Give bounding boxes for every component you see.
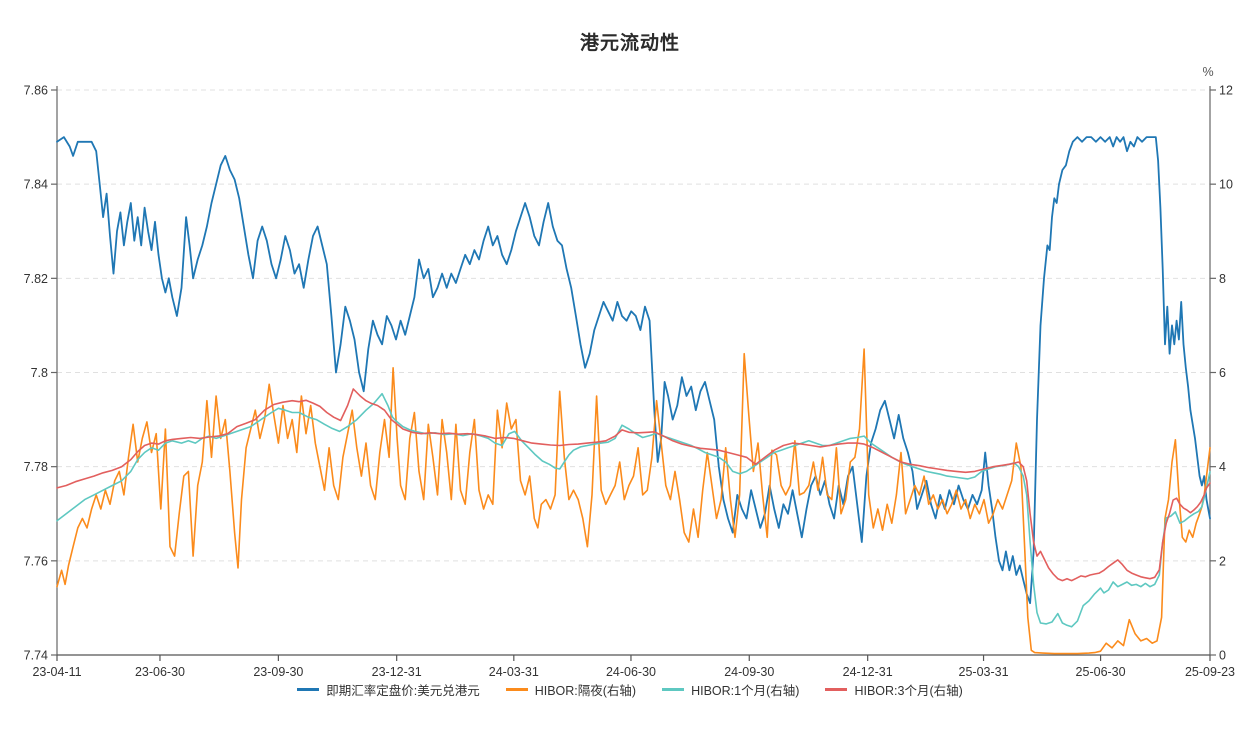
x-tick-label: 23-09-30 (253, 665, 303, 679)
y-tick-label-left: 7.84 (24, 178, 48, 192)
y-tick-label-left: 7.78 (24, 460, 48, 474)
y-tick-label-right: 12 (1219, 84, 1233, 98)
y-tick-label-right: 6 (1219, 366, 1226, 380)
x-tick-label: 23-04-11 (32, 665, 81, 679)
legend-line-swatch (662, 688, 685, 691)
x-tick-label: 25-06-30 (1076, 665, 1126, 679)
series-line (56, 388, 1211, 582)
y-tick-label-left: 7.74 (24, 649, 48, 663)
chart-title: 港元流动性 (579, 33, 680, 54)
x-tick-label: 24-09-30 (724, 665, 774, 679)
legend-item: HIBOR:1个月(右轴) (662, 680, 799, 699)
legend-label: HIBOR:1个月(右轴) (691, 684, 800, 698)
x-tick-label: 25-09-23 (1185, 665, 1235, 679)
y-tick-label-left: 7.82 (24, 272, 48, 286)
y-tick-label-left: 7.8 (31, 366, 48, 380)
legend-item: HIBOR:隔夜(右轴) (505, 680, 637, 699)
series-line (56, 348, 1211, 655)
x-tick-label: 23-12-31 (372, 665, 422, 679)
y-tick-label-right: 2 (1219, 554, 1226, 568)
y-tick-label-right: 4 (1219, 460, 1226, 474)
legend-line-swatch (825, 688, 848, 691)
legend-item: 即期汇率定盘价:美元兑港元 (297, 680, 480, 699)
x-tick-label: 24-06-30 (606, 665, 656, 679)
y-tick-label-left: 7.76 (24, 554, 48, 568)
x-tick-label: 24-03-31 (489, 665, 539, 679)
y-tick-label-right: 10 (1219, 178, 1233, 192)
y-tick-label-left: 7.86 (24, 84, 48, 98)
series-line (56, 136, 1211, 605)
chart-legend: 即期汇率定盘价:美元兑港元 HIBOR:隔夜(右轴) HIBOR:1个月(右轴) HI… (0, 680, 1260, 699)
x-tick-label: 23-06-30 (135, 665, 185, 679)
x-tick-label: 25-03-31 (959, 665, 1009, 679)
y-tick-label-right: 8 (1219, 272, 1226, 286)
legend-line-swatch (505, 688, 528, 691)
legend-item: HIBOR:3个月(右轴) (825, 680, 963, 699)
legend-label: HIBOR:隔夜(右轴) (534, 684, 637, 698)
x-tick-label: 24-12-31 (843, 665, 893, 679)
series-line (56, 392, 1211, 628)
y-tick-label-right: 0 (1219, 649, 1226, 663)
legend-label: 即期汇率定盘价:美元兑港元 (326, 684, 480, 698)
legend-label: HIBOR:3个月(右轴) (854, 684, 963, 698)
right-axis-unit-label: % (1202, 65, 1213, 79)
legend-line-swatch (297, 688, 320, 691)
